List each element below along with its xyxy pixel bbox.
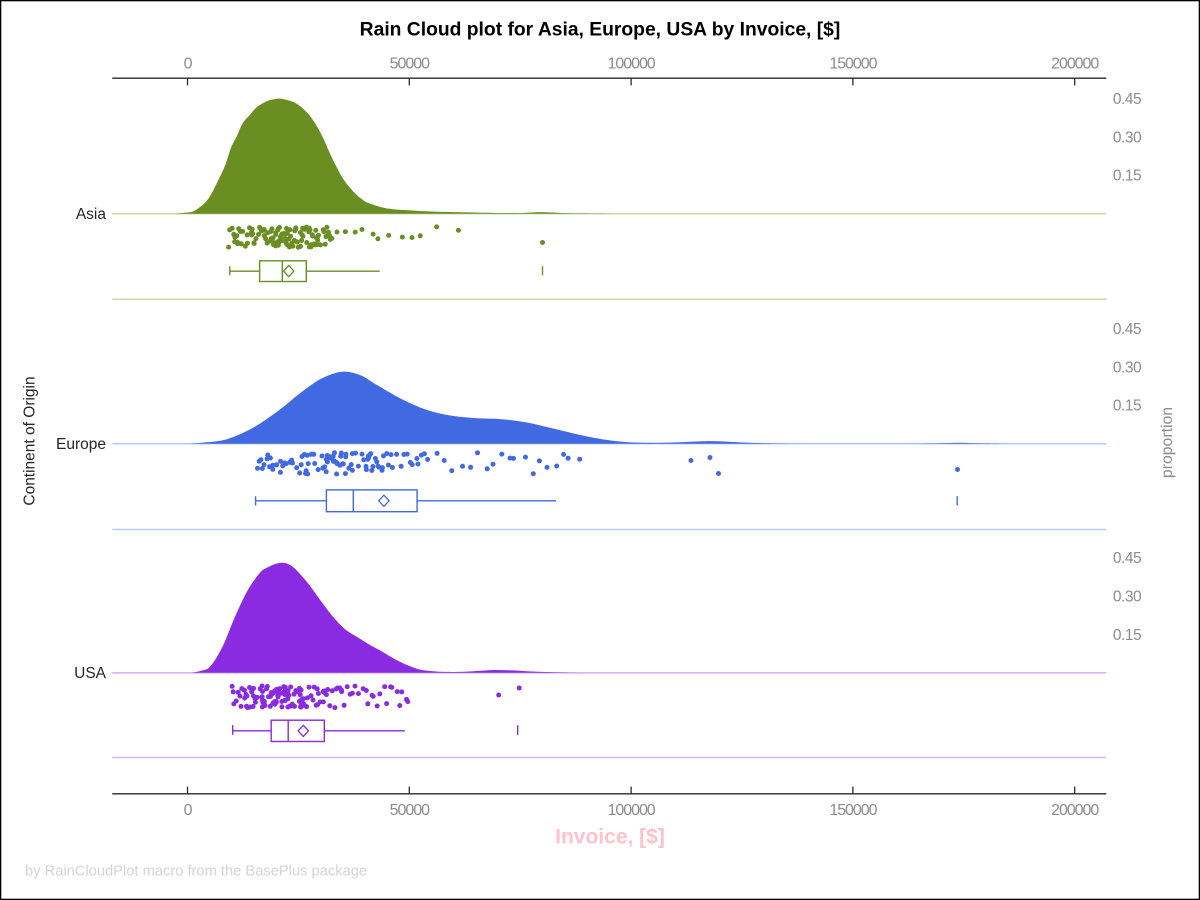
svg-text:proportion: proportion [1159,407,1176,478]
svg-text:0.30: 0.30 [1113,129,1142,146]
svg-text:Rain Cloud plot for Asia, Euro: Rain Cloud plot for Asia, Europe, USA by… [360,20,841,41]
svg-text:50000: 50000 [390,802,430,819]
svg-text:Invoice, [$]: Invoice, [$] [555,826,665,849]
svg-text:0.15: 0.15 [1113,398,1141,415]
svg-text:50000: 50000 [390,56,430,73]
svg-text:0: 0 [184,56,193,73]
svg-text:USA: USA [74,665,107,682]
svg-text:200000: 200000 [1051,56,1099,73]
svg-text:0.45: 0.45 [1113,550,1141,567]
svg-text:150000: 150000 [829,802,877,819]
svg-text:Europe: Europe [56,436,106,453]
svg-text:Continent of Origin: Continent of Origin [22,376,39,505]
svg-text:100000: 100000 [608,802,656,819]
svg-text:200000: 200000 [1051,802,1099,819]
svg-text:by RainCloudPlot macro from th: by RainCloudPlot macro from the BasePlus… [25,864,367,880]
svg-text:0: 0 [184,802,193,819]
svg-text:0.45: 0.45 [1113,91,1141,108]
svg-text:0.15: 0.15 [1113,168,1141,185]
svg-text:100000: 100000 [608,56,656,73]
svg-text:0.30: 0.30 [1113,588,1142,605]
svg-text:0.45: 0.45 [1113,321,1141,338]
svg-text:150000: 150000 [829,56,877,73]
svg-text:0.30: 0.30 [1113,359,1142,376]
svg-text:0.15: 0.15 [1113,627,1141,644]
svg-text:Asia: Asia [76,206,107,223]
